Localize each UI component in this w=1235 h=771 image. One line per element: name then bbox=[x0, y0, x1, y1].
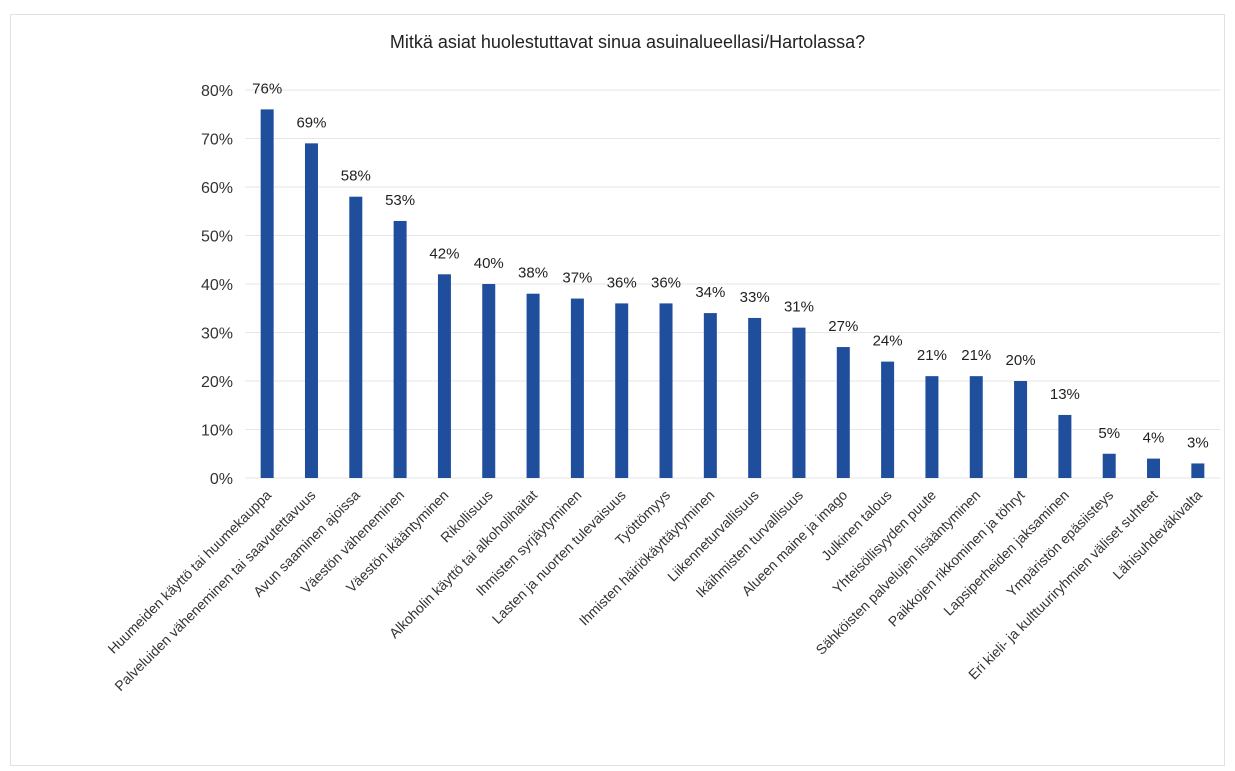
bar bbox=[836, 347, 850, 478]
bar bbox=[1191, 463, 1205, 478]
bar bbox=[349, 196, 363, 478]
data-label: 40% bbox=[474, 255, 504, 272]
x-tick-label: Huumeiden käyttö tai huumekauppa bbox=[104, 487, 274, 657]
bar bbox=[304, 143, 318, 478]
bar bbox=[437, 274, 451, 478]
data-label: 31% bbox=[784, 299, 814, 316]
data-label: 42% bbox=[429, 245, 459, 262]
bar bbox=[482, 284, 496, 478]
data-labels: 76% 69% 58% 53% 42% 40% 38% 37% 36% 36% 34% 33% 31% 2… bbox=[252, 80, 1209, 451]
x-tick-label: Sähköisten palvelujen lisääntyminen bbox=[812, 487, 983, 658]
bar bbox=[570, 298, 584, 478]
chart-title: Mitkä asiat huolestuttavat sinua asuinal… bbox=[389, 32, 866, 52]
data-label: 27% bbox=[828, 318, 858, 335]
bar bbox=[792, 327, 806, 478]
bar bbox=[1014, 381, 1028, 478]
data-label: 5% bbox=[1098, 425, 1120, 442]
data-label: 53% bbox=[385, 192, 415, 209]
data-label: 21% bbox=[917, 347, 947, 364]
bar bbox=[925, 376, 939, 478]
data-label: 36% bbox=[651, 274, 681, 291]
data-label: 20% bbox=[1006, 352, 1036, 369]
data-label: 13% bbox=[1050, 386, 1080, 403]
x-tick-label: Palveluiden väheneminen tai saavutettavu… bbox=[111, 487, 318, 694]
bar bbox=[526, 293, 540, 478]
data-label: 21% bbox=[961, 347, 991, 364]
y-tick-label: 0% bbox=[210, 471, 233, 488]
bar bbox=[1058, 414, 1072, 478]
y-tick-label: 30% bbox=[201, 326, 233, 343]
bar bbox=[748, 317, 762, 478]
data-label: 4% bbox=[1143, 430, 1165, 447]
y-tick-label: 80% bbox=[201, 83, 233, 100]
data-label: 3% bbox=[1187, 434, 1209, 451]
y-tick-label: 70% bbox=[201, 132, 233, 149]
y-tick-label: 60% bbox=[201, 180, 233, 197]
data-label: 36% bbox=[607, 274, 637, 291]
bar bbox=[260, 109, 274, 479]
data-label: 58% bbox=[341, 168, 371, 185]
bar bbox=[615, 303, 629, 478]
data-label: 24% bbox=[873, 333, 903, 350]
bar bbox=[393, 220, 407, 478]
bar bbox=[703, 313, 717, 478]
data-label: 34% bbox=[695, 284, 725, 301]
bars bbox=[260, 109, 1205, 479]
bar bbox=[969, 376, 983, 478]
x-axis-ticks: Huumeiden käyttö tai huumekauppaPalvelui… bbox=[104, 487, 1205, 694]
data-label: 38% bbox=[518, 265, 548, 282]
bar bbox=[1147, 458, 1161, 478]
data-label: 37% bbox=[562, 270, 592, 287]
y-tick-label: 40% bbox=[201, 277, 233, 294]
bar bbox=[1102, 453, 1116, 478]
y-tick-label: 20% bbox=[201, 374, 233, 391]
bar bbox=[881, 361, 895, 478]
data-label: 69% bbox=[296, 114, 326, 131]
bar bbox=[659, 303, 673, 478]
y-tick-label: 10% bbox=[201, 423, 233, 440]
data-label: 33% bbox=[740, 289, 770, 306]
y-tick-label: 50% bbox=[201, 229, 233, 246]
gridlines bbox=[245, 89, 1220, 479]
y-axis-ticks: 0% 10% 20% 30% 40% 50% 60% 70% 80% bbox=[201, 83, 233, 488]
data-label: 76% bbox=[252, 80, 282, 97]
